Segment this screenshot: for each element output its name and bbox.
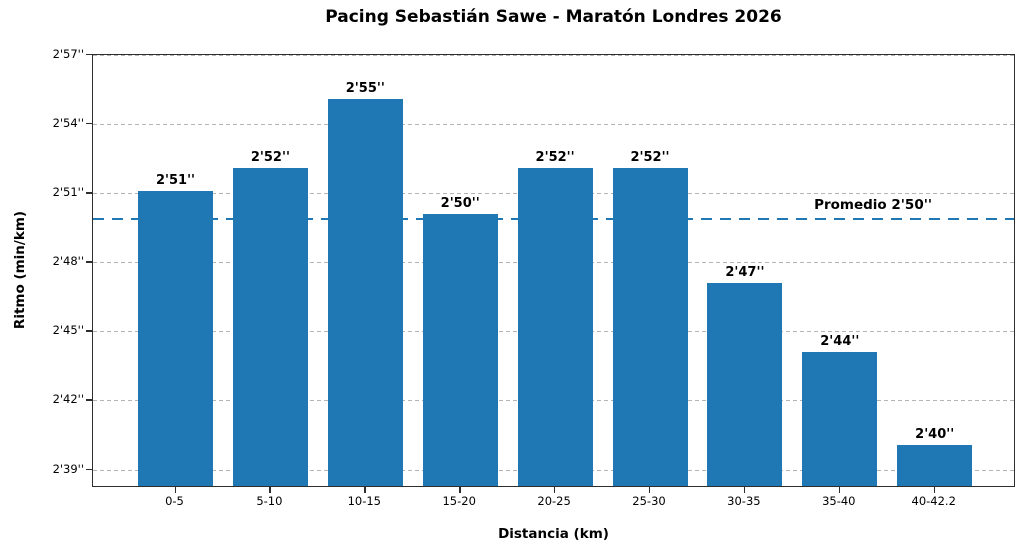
x-tick-label: 40-42.2 — [911, 494, 956, 508]
x-tick-mark — [838, 487, 841, 493]
y-tick-mark — [86, 192, 92, 194]
x-tick-label: 35-40 — [822, 494, 856, 508]
y-tick-mark — [86, 261, 92, 263]
bar — [612, 168, 688, 486]
bar-value-label: 2'52'' — [630, 150, 670, 166]
y-tick-label: 2'42'' — [52, 392, 84, 407]
y-tick-mark — [86, 54, 92, 56]
chart-title: Pacing Sebastián Sawe - Maratón Londres … — [325, 7, 782, 27]
y-tick-label: 2'48'' — [52, 254, 84, 269]
bar-value-label: 2'40'' — [915, 426, 955, 442]
gridline — [93, 55, 1014, 56]
x-tick-mark — [743, 487, 746, 493]
gridline — [93, 124, 1014, 126]
bar — [707, 283, 783, 486]
x-tick-label: 25-30 — [632, 494, 666, 508]
bar-value-label: 2'52'' — [250, 150, 290, 166]
y-tick-mark — [86, 468, 92, 470]
y-tick-label: 2'51'' — [52, 185, 84, 200]
bar-value-label: 2'44'' — [820, 334, 860, 350]
bar — [897, 444, 973, 486]
y-tick-label: 2'57'' — [52, 47, 84, 61]
y-tick-mark — [86, 399, 92, 401]
bar-value-label: 2'51'' — [155, 173, 196, 189]
bar — [517, 168, 593, 486]
y-tick-label: 2'45'' — [52, 323, 84, 338]
x-tick-mark — [269, 487, 271, 493]
x-tick-label: 10-15 — [347, 494, 381, 508]
bar — [802, 352, 878, 486]
bar — [232, 168, 308, 486]
y-tick-label: 2'39'' — [52, 461, 84, 476]
x-axis-label: Distancia (km) — [498, 526, 609, 542]
x-tick-label: 15-20 — [442, 494, 476, 508]
bar-value-label: 2'47'' — [725, 265, 765, 281]
x-tick-mark — [554, 487, 556, 493]
bar — [138, 191, 213, 486]
x-tick-mark — [933, 487, 936, 493]
y-tick-label: 2'54'' — [52, 116, 84, 131]
plot-area: 2'51'' 2'52'' 2'55'' 2'50'' 2'52'' 2'52'' 2'47… — [92, 54, 1015, 487]
bar — [422, 214, 498, 486]
bar-value-label: 2'55'' — [345, 81, 385, 97]
y-axis-label: Ritmo (min/km) — [12, 210, 28, 330]
x-tick-label: 5-10 — [256, 494, 283, 508]
x-tick-label: 30-35 — [727, 494, 761, 508]
x-tick-mark — [649, 487, 651, 493]
average-line-label: Promedio 2'50'' — [814, 196, 932, 213]
x-tick-mark — [174, 487, 176, 493]
bar-value-label: 2'50'' — [440, 196, 480, 212]
bar-value-label: 2'52'' — [535, 150, 575, 166]
bar — [327, 99, 403, 486]
y-tick-mark — [86, 123, 92, 125]
x-tick-mark — [459, 487, 461, 493]
x-tick-label: 0-5 — [165, 494, 184, 508]
y-tick-mark — [86, 330, 92, 332]
x-tick-label: 20-25 — [537, 494, 571, 508]
x-tick-mark — [364, 487, 366, 493]
